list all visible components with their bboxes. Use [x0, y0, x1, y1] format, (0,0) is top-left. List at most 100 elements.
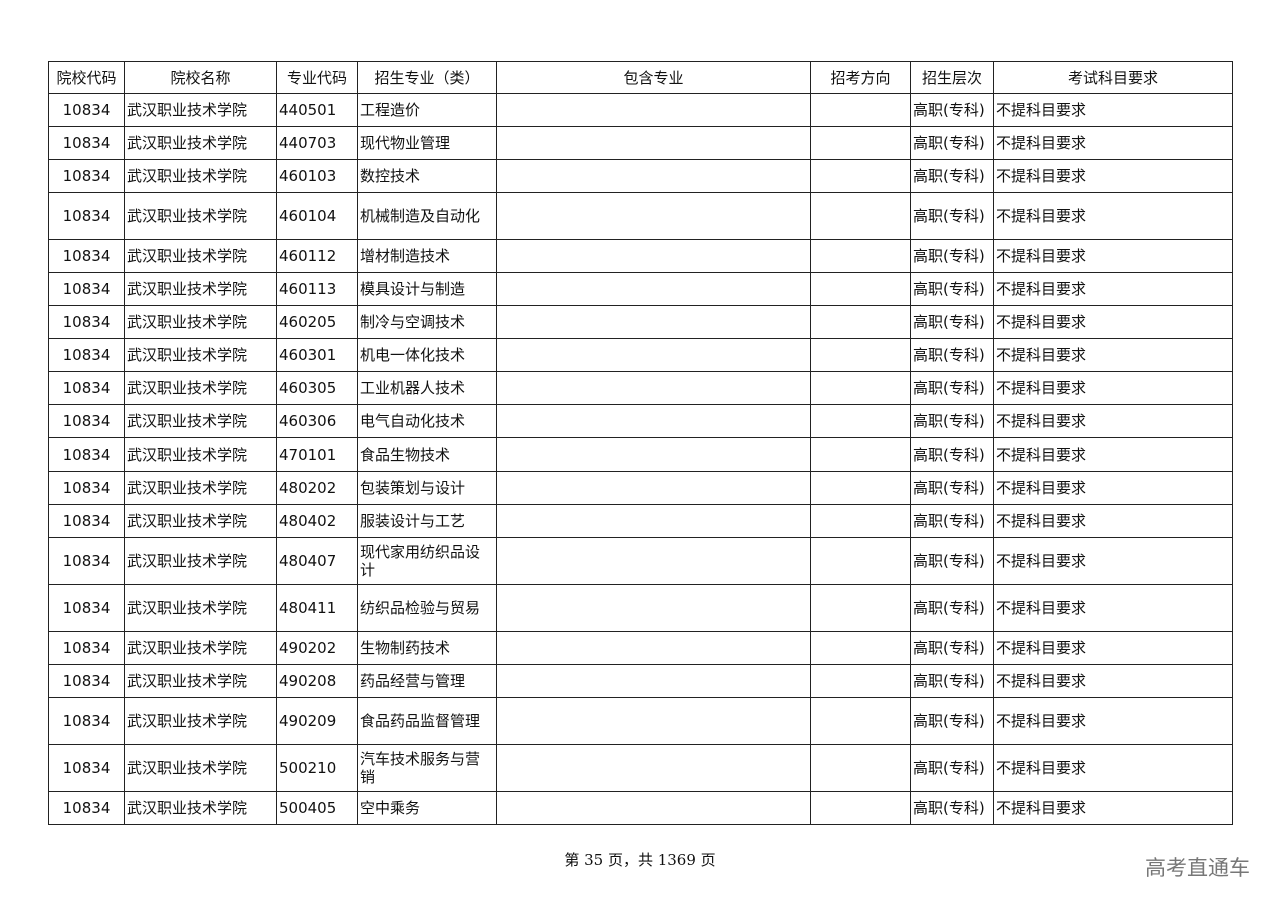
cell-included-majors [496, 272, 811, 306]
cell-included-majors [496, 305, 811, 339]
cell-school-name: 武汉职业技术学院 [124, 664, 277, 698]
cell-level: 高职(专科) [910, 791, 994, 825]
cell-major-code: 480402 [276, 504, 358, 538]
cell-included-majors [496, 192, 811, 240]
cell-direction [810, 791, 911, 825]
cell-subject-req: 不提科目要求 [993, 744, 1233, 792]
header-direction: 招考方向 [810, 61, 911, 94]
cell-enroll-major: 增材制造技术 [357, 239, 497, 273]
cell-school-code: 10834 [48, 93, 125, 127]
cell-level: 高职(专科) [910, 239, 994, 273]
cell-level: 高职(专科) [910, 537, 994, 585]
table-row: 10834 武汉职业技术学院 480411 纺织品检验与贸易 高职(专科) 不提科目要求 [48, 584, 1233, 632]
cell-major-code: 460205 [276, 305, 358, 339]
cell-school-code: 10834 [48, 631, 125, 665]
cell-subject-req: 不提科目要求 [993, 192, 1233, 240]
table-row: 10834 武汉职业技术学院 480402 服装设计与工艺 高职(专科) 不提科目要求 [48, 504, 1233, 538]
cell-major-code: 460305 [276, 371, 358, 405]
cell-major-code: 460113 [276, 272, 358, 306]
table-row: 10834 武汉职业技术学院 460113 模具设计与制造 高职(专科) 不提科目要求 [48, 272, 1233, 306]
header-subject-req: 考试科目要求 [993, 61, 1233, 94]
table-row: 10834 武汉职业技术学院 490202 生物制药技术 高职(专科) 不提科目要求 [48, 631, 1233, 665]
cell-major-code: 500210 [276, 744, 358, 792]
cell-included-majors [496, 471, 811, 505]
cell-school-code: 10834 [48, 338, 125, 372]
cell-school-name: 武汉职业技术学院 [124, 159, 277, 193]
cell-direction [810, 504, 911, 538]
cell-school-name: 武汉职业技术学院 [124, 584, 277, 632]
cell-included-majors [496, 437, 811, 472]
cell-included-majors [496, 338, 811, 372]
cell-direction [810, 584, 911, 632]
table-row: 10834 武汉职业技术学院 490209 食品药品监督管理 高职(专科) 不提科目要求 [48, 697, 1233, 745]
cell-direction [810, 744, 911, 792]
cell-level: 高职(专科) [910, 404, 994, 438]
cell-included-majors [496, 584, 811, 632]
cell-enroll-major: 机电一体化技术 [357, 338, 497, 372]
page-number: 第 35 页，共 1369 页 [564, 851, 716, 869]
cell-school-name: 武汉职业技术学院 [124, 537, 277, 585]
cell-direction [810, 126, 911, 160]
cell-level: 高职(专科) [910, 631, 994, 665]
cell-subject-req: 不提科目要求 [993, 664, 1233, 698]
cell-direction [810, 93, 911, 127]
cell-school-code: 10834 [48, 791, 125, 825]
header-school-code: 院校代码 [48, 61, 125, 94]
cell-level: 高职(专科) [910, 93, 994, 127]
cell-direction [810, 404, 911, 438]
cell-included-majors [496, 744, 811, 792]
cell-level: 高职(专科) [910, 126, 994, 160]
cell-school-code: 10834 [48, 371, 125, 405]
table-row: 10834 武汉职业技术学院 480202 包装策划与设计 高职(专科) 不提科目要求 [48, 471, 1233, 505]
cell-direction [810, 239, 911, 273]
cell-school-code: 10834 [48, 471, 125, 505]
cell-direction [810, 272, 911, 306]
cell-enroll-major: 汽车技术服务与营销 [357, 744, 497, 792]
cell-included-majors [496, 239, 811, 273]
cell-direction [810, 305, 911, 339]
cell-level: 高职(专科) [910, 192, 994, 240]
cell-included-majors [496, 371, 811, 405]
cell-direction [810, 664, 911, 698]
cell-included-majors [496, 126, 811, 160]
cell-school-code: 10834 [48, 272, 125, 306]
cell-school-name: 武汉职业技术学院 [124, 504, 277, 538]
cell-school-code: 10834 [48, 697, 125, 745]
cell-level: 高职(专科) [910, 697, 994, 745]
cell-included-majors [496, 537, 811, 585]
cell-direction [810, 471, 911, 505]
cell-major-code: 460112 [276, 239, 358, 273]
header-level: 招生层次 [910, 61, 994, 94]
cell-subject-req: 不提科目要求 [993, 791, 1233, 825]
cell-major-code: 460301 [276, 338, 358, 372]
cell-school-name: 武汉职业技术学院 [124, 338, 277, 372]
admissions-table: 院校代码 院校名称 专业代码 招生专业（类） 包含专业 招考方向 招生层次 考试科目要求 10… [48, 61, 1233, 825]
cell-enroll-major: 现代家用纺织品设计 [357, 537, 497, 585]
cell-school-code: 10834 [48, 192, 125, 240]
table-row: 10834 武汉职业技术学院 460104 机械制造及自动化 高职(专科) 不提科目要求 [48, 192, 1233, 240]
cell-enroll-major: 机械制造及自动化 [357, 192, 497, 240]
table-row: 10834 武汉职业技术学院 460306 电气自动化技术 高职(专科) 不提科目要求 [48, 404, 1233, 438]
cell-subject-req: 不提科目要求 [993, 537, 1233, 585]
cell-included-majors [496, 697, 811, 745]
cell-level: 高职(专科) [910, 338, 994, 372]
cell-subject-req: 不提科目要求 [993, 437, 1233, 472]
cell-school-name: 武汉职业技术学院 [124, 437, 277, 472]
cell-major-code: 490208 [276, 664, 358, 698]
table-row: 10834 武汉职业技术学院 460103 数控技术 高职(专科) 不提科目要求 [48, 159, 1233, 193]
cell-subject-req: 不提科目要求 [993, 305, 1233, 339]
cell-school-name: 武汉职业技术学院 [124, 744, 277, 792]
cell-enroll-major: 食品生物技术 [357, 437, 497, 472]
cell-direction [810, 437, 911, 472]
cell-school-name: 武汉职业技术学院 [124, 371, 277, 405]
cell-subject-req: 不提科目要求 [993, 371, 1233, 405]
table-row: 10834 武汉职业技术学院 460305 工业机器人技术 高职(专科) 不提科目要求 [48, 371, 1233, 405]
cell-school-code: 10834 [48, 504, 125, 538]
cell-enroll-major: 生物制药技术 [357, 631, 497, 665]
cell-major-code: 480411 [276, 584, 358, 632]
cell-enroll-major: 空中乘务 [357, 791, 497, 825]
cell-level: 高职(专科) [910, 305, 994, 339]
cell-included-majors [496, 159, 811, 193]
table-row: 10834 武汉职业技术学院 460205 制冷与空调技术 高职(专科) 不提科目要求 [48, 305, 1233, 339]
cell-subject-req: 不提科目要求 [993, 504, 1233, 538]
